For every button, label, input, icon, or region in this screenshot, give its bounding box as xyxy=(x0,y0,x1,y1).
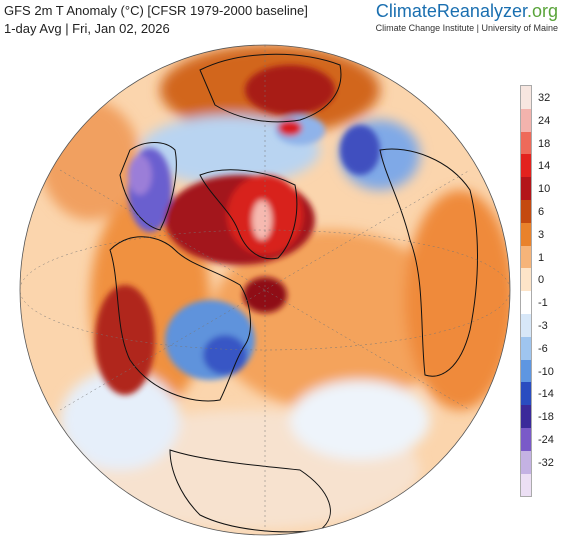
legend-label: -1 xyxy=(538,297,548,310)
coastlines xyxy=(109,53,478,533)
legend-label: -14 xyxy=(538,388,554,401)
graticule xyxy=(20,45,510,535)
legend-label: 1 xyxy=(538,251,545,264)
west-us-hot xyxy=(95,285,155,395)
legend-swatch xyxy=(521,382,531,406)
legend-colorbar xyxy=(520,85,532,498)
legend-label: -6 xyxy=(538,342,548,355)
legend-swatch xyxy=(521,86,531,109)
map-subtitle: 1-day Avg | Fri, Jan 02, 2026 xyxy=(4,21,170,36)
map-title: GFS 2m T Anomaly (°C) [CFSR 1979-2000 ba… xyxy=(4,3,308,18)
siberia-spot xyxy=(278,120,302,136)
legend-swatch xyxy=(521,108,531,132)
east-europe-warm xyxy=(405,190,510,410)
legend-label: -18 xyxy=(538,411,554,424)
legend-label: -24 xyxy=(538,434,554,446)
atlantic-cool xyxy=(290,380,430,460)
atlantic-warm xyxy=(210,230,450,410)
ne-us-very-cold xyxy=(203,335,247,375)
legend-swatch xyxy=(521,336,531,360)
brand-logo[interactable]: ClimateReanalyzer.org xyxy=(376,0,558,22)
brand-part-3: .org xyxy=(526,1,558,21)
legend-swatch xyxy=(521,473,531,497)
brand-subtitle: Climate Change Institute | University of… xyxy=(375,23,558,33)
legend-label: -3 xyxy=(538,320,548,332)
legend-label: 18 xyxy=(538,137,551,150)
legend-label: 3 xyxy=(538,228,545,241)
legend-label: 24 xyxy=(538,114,551,127)
brand-part-1: Climate xyxy=(375,1,437,21)
legend-label: 32 xyxy=(538,92,551,104)
siberia-cold xyxy=(340,125,380,175)
legend-swatch xyxy=(521,177,531,200)
legend-swatch xyxy=(521,359,531,383)
legend-swatch xyxy=(521,268,531,292)
legend-swatch xyxy=(521,313,531,337)
legend-swatch xyxy=(521,427,531,451)
legend-label: -32 xyxy=(538,456,554,469)
legend-swatch xyxy=(521,405,531,428)
legend-label: 6 xyxy=(538,206,545,218)
legend-swatch xyxy=(521,450,531,474)
legend-label: 14 xyxy=(538,160,551,173)
greenland-peak xyxy=(252,200,272,240)
east-pacific-cool xyxy=(60,370,180,470)
legend-swatch xyxy=(521,199,531,223)
legend-swatch xyxy=(521,131,531,155)
legend-label: -10 xyxy=(538,365,554,378)
legend-label: 0 xyxy=(538,274,545,287)
legend-label: 10 xyxy=(538,183,551,196)
siberia-hot xyxy=(245,65,335,115)
legend-swatch xyxy=(521,154,531,178)
legend-swatch xyxy=(521,291,531,314)
legend-swatch xyxy=(521,245,531,269)
arctic-cool-band xyxy=(140,115,320,185)
alaska-very-cold xyxy=(128,155,152,195)
brand-part-2: Reanalyzer xyxy=(436,1,527,21)
globe-outline xyxy=(19,44,511,536)
legend-swatch xyxy=(521,222,531,246)
